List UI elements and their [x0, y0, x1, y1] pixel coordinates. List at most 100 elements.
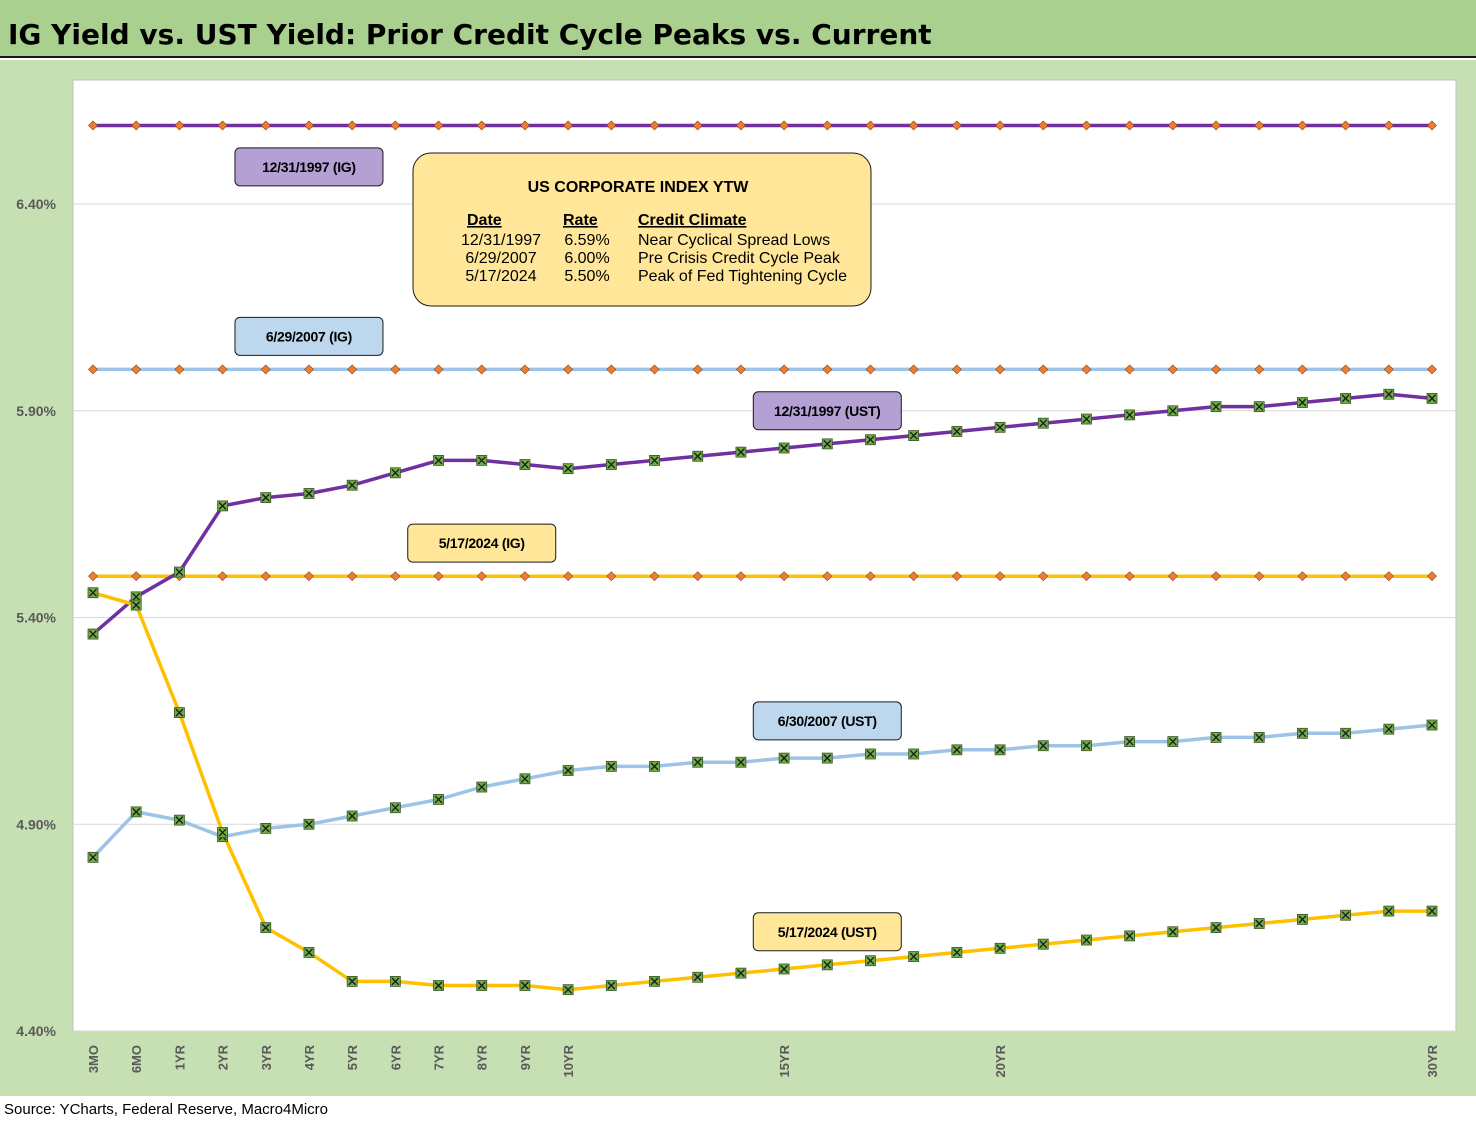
data-point: [822, 120, 833, 131]
data-point: [1297, 397, 1308, 408]
info-box-row-rate: 6.00%: [564, 250, 609, 267]
data-point: [865, 955, 876, 967]
info-box-row-climate: Pre Crisis Credit Cycle Peak: [638, 250, 841, 267]
data-point: [390, 120, 401, 131]
x-tick-label: 30YR: [1425, 1044, 1440, 1077]
data-point: [1254, 120, 1265, 131]
data-point: [1167, 405, 1179, 417]
data-point: [1124, 930, 1136, 942]
data-point: [88, 571, 98, 582]
data-point: [433, 364, 444, 375]
info-box-row-climate: Near Cyclical Spread Lows: [638, 232, 830, 249]
yield-chart: 4.40% 4.90% 5.40% 5.90% 6.40% 3MO 6MO 1YR 2YR 3Y…: [16, 79, 1457, 1078]
data-point: [88, 120, 98, 131]
data-point: [908, 951, 920, 962]
data-point: [1167, 736, 1179, 747]
svg-text:5/17/2024 (IG): 5/17/2024 (IG): [439, 535, 525, 551]
data-point: [303, 947, 315, 958]
data-point: [1038, 571, 1049, 582]
data-point: [908, 748, 920, 760]
data-point: [1037, 938, 1049, 950]
data-point: [735, 967, 747, 979]
data-point: [1254, 571, 1265, 582]
data-point: [1210, 922, 1222, 934]
data-point: [260, 120, 271, 131]
data-point: [1167, 926, 1179, 938]
y-axis-ticks: 4.40% 4.90% 5.40% 5.90% 6.40%: [16, 196, 56, 1039]
data-point: [1426, 392, 1438, 404]
series-label: 5/17/2024 (IG): [407, 523, 557, 563]
data-point: [562, 765, 574, 776]
data-point: [1210, 732, 1222, 743]
svg-text:12/31/1997 (UST): 12/31/1997 (UST): [774, 403, 880, 419]
svg-text:6/29/2007 (IG): 6/29/2007 (IG): [266, 328, 352, 344]
data-point: [995, 364, 1005, 375]
data-point: [994, 942, 1006, 954]
data-point: [1081, 740, 1092, 752]
x-tick-label: 10YR: [561, 1044, 576, 1077]
data-point: [735, 756, 747, 768]
data-point: [1297, 571, 1308, 582]
svg-text:12/31/1997 (IG): 12/31/1997 (IG): [262, 159, 356, 175]
data-point: [649, 571, 660, 582]
data-point: [563, 571, 574, 582]
x-tick-label: 8YR: [475, 1044, 490, 1070]
info-box-title: US CORPORATE INDEX YTW: [528, 179, 750, 196]
data-point: [692, 971, 704, 983]
data-point: [692, 120, 703, 131]
data-point: [649, 120, 660, 131]
data-point: [1340, 120, 1351, 131]
info-box-row-date: 12/31/1997: [461, 232, 541, 249]
info-box-row-date: 5/17/2024: [465, 268, 536, 285]
data-point: [821, 752, 833, 764]
data-point: [821, 438, 833, 450]
data-point: [303, 818, 315, 830]
data-point: [217, 364, 228, 375]
chart-frame: 4.40% 4.90% 5.40% 5.90% 6.40% 3MO 6MO 1YR 2YR 3Y…: [0, 60, 1476, 1096]
data-point: [304, 571, 314, 582]
data-point: [173, 707, 185, 719]
x-axis-ticks: 3MO 6MO 1YR 2YR 3YR 4YR 5YR 6YR 7YR 8YR 9YR 10YR 15Y…: [86, 1044, 1440, 1077]
data-point: [1124, 571, 1135, 582]
data-point: [520, 364, 530, 375]
data-point: [1297, 727, 1308, 739]
info-box-row-rate: 5.50%: [564, 268, 609, 285]
data-point: [1167, 571, 1178, 582]
series-label: 12/31/1997 (IG): [234, 147, 384, 187]
data-point: [735, 120, 746, 131]
data-point: [346, 810, 358, 822]
series-line: [92, 591, 1432, 992]
data-point: [606, 120, 617, 131]
data-point: [1297, 120, 1308, 131]
data-point: [562, 984, 574, 996]
data-point: [433, 120, 444, 131]
data-point: [951, 744, 963, 756]
data-point: [476, 120, 487, 131]
data-point: [1340, 571, 1351, 582]
data-point: [1081, 120, 1092, 131]
data-point: [1383, 723, 1395, 735]
data-point: [1124, 409, 1136, 421]
data-point: [692, 571, 703, 582]
x-tick-label: 1YR: [172, 1044, 187, 1070]
data-point: [1427, 571, 1437, 582]
data-point: [304, 120, 314, 131]
data-point: [1383, 364, 1394, 375]
data-point: [1254, 364, 1265, 375]
data-point: [1253, 732, 1265, 743]
info-box-row-climate: Peak of Fed Tightening Cycle: [638, 268, 847, 285]
data-point: [131, 120, 142, 131]
data-point: [1037, 417, 1049, 429]
x-tick-label: 3MO: [86, 1045, 101, 1073]
data-point: [822, 571, 833, 582]
data-point: [88, 364, 98, 375]
data-point: [605, 980, 617, 991]
series-line: [91, 723, 1433, 859]
y-tick-label: 6.40%: [16, 196, 56, 212]
data-point: [1211, 571, 1221, 582]
series-label: 6/29/2007 (IG): [234, 316, 384, 356]
data-point: [260, 571, 271, 582]
data-point: [649, 760, 660, 772]
data-point: [390, 571, 401, 582]
data-point: [562, 463, 574, 475]
